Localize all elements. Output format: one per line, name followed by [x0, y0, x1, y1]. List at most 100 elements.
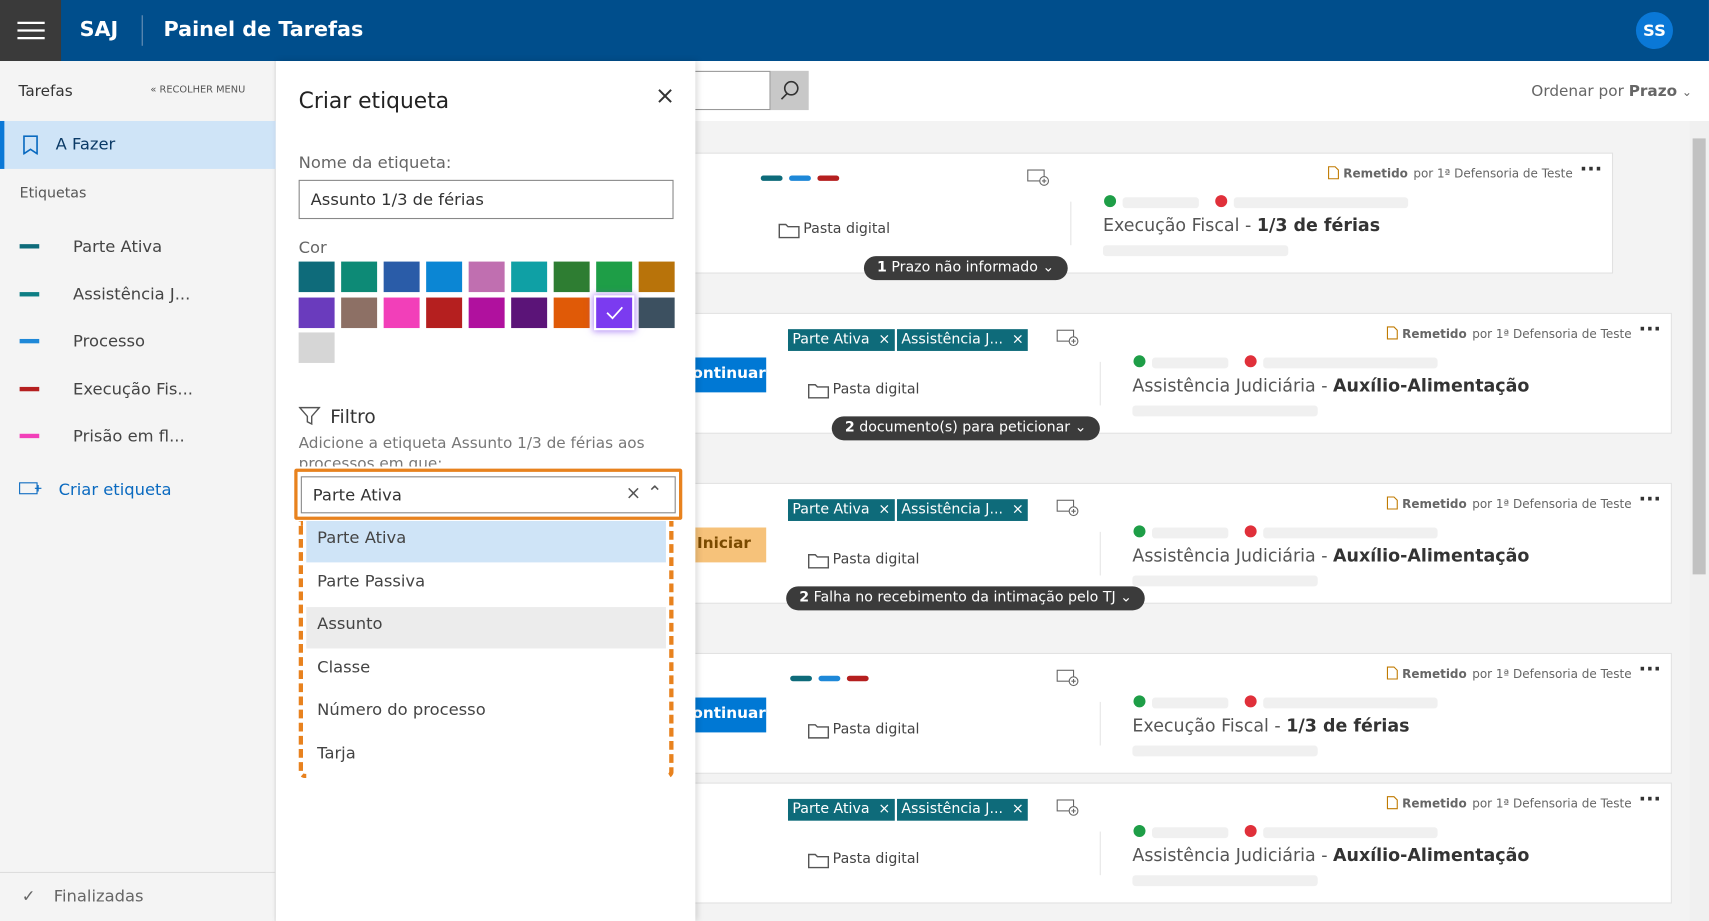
color-swatch[interactable]	[553, 296, 590, 328]
minus-dot	[1244, 695, 1257, 708]
scrollbar[interactable]	[1689, 120, 1709, 921]
color-swatch[interactable]	[426, 261, 463, 293]
task-card[interactable]: Continuar Parte Ativa × Assistência J... ×…	[610, 312, 1672, 434]
tag-remove[interactable]: ×	[878, 331, 891, 348]
label-item[interactable]: Parte Ativa	[0, 225, 276, 269]
divider	[1099, 531, 1101, 576]
color-swatch[interactable]	[383, 296, 420, 328]
doc-icon	[1386, 496, 1398, 510]
tag-remove[interactable]: ×	[1011, 331, 1024, 348]
close-button[interactable]: ×	[655, 82, 676, 111]
tag[interactable]: Assistência J... ×	[896, 329, 1029, 351]
clear-button[interactable]: × ⌃	[625, 482, 663, 505]
blur	[1263, 527, 1438, 539]
active-item[interactable]: A Fazer	[0, 120, 276, 169]
tag-remove[interactable]: ×	[1011, 501, 1024, 518]
filter-select[interactable]: Parte Ativa	[300, 476, 676, 514]
pill[interactable]: 1 Prazo não informado ⌄	[863, 256, 1068, 281]
label-item[interactable]: Assistência J...	[0, 272, 276, 316]
add-icon[interactable]	[1056, 799, 1080, 816]
color-swatch[interactable]	[468, 296, 505, 328]
more-button[interactable]: ···	[1638, 658, 1662, 682]
pill[interactable]: 2 Falha no recebimento da intimação pelo…	[786, 586, 1146, 611]
more-button[interactable]: ···	[1638, 318, 1662, 342]
status-text: Remetido	[1402, 667, 1467, 682]
option[interactable]: Tarja	[306, 736, 666, 778]
add-icon[interactable]	[1056, 669, 1080, 687]
add-icon[interactable]	[1056, 329, 1080, 347]
more-button[interactable]: ···	[1638, 787, 1662, 811]
color-swatch[interactable]	[426, 296, 463, 328]
sort[interactable]: Ordenar por Prazo ⌄	[1531, 82, 1692, 101]
color-swatch[interactable]	[341, 261, 378, 293]
collapse-menu[interactable]: « RECOLHER MENU	[150, 85, 246, 96]
task-card[interactable]: Pasta digital Execução Fiscal - 1/3 de fé…	[580, 152, 1614, 274]
tag-text: Assistência J...	[901, 801, 1003, 818]
option[interactable]: Parte Passiva	[306, 564, 666, 606]
tag-remove[interactable]: ×	[1011, 801, 1024, 818]
tag[interactable]: Parte Ativa ×	[787, 329, 895, 351]
color-swatch[interactable]	[596, 261, 633, 293]
tag-remove[interactable]: ×	[878, 801, 891, 818]
more-button[interactable]: ···	[1579, 158, 1603, 181]
tag-text: Assistência J...	[901, 501, 1003, 518]
task-card[interactable]: Iniciar Parte Ativa × Assistência J... × Pa…	[610, 482, 1672, 604]
color-swatch[interactable]	[383, 261, 420, 293]
color-swatch[interactable]	[511, 261, 548, 293]
tag[interactable]: Assistência J... ×	[896, 798, 1029, 821]
color-swatch[interactable]	[298, 261, 335, 293]
create-label[interactable]: Criar etiqueta	[19, 480, 171, 499]
color-swatch[interactable]	[638, 261, 675, 293]
color-swatch[interactable]	[596, 296, 633, 328]
option[interactable]: Classe	[306, 650, 666, 692]
create-panel: Criar etiqueta × Nome da etiqueta: Assun…	[275, 61, 696, 921]
color-swatch[interactable]	[298, 332, 335, 363]
tag-remove[interactable]: ×	[878, 501, 891, 518]
color-swatch[interactable]	[341, 296, 378, 328]
folder-link[interactable]: Pasta digital	[832, 381, 920, 398]
label-name: Prisão em fl...	[73, 426, 185, 446]
doc-icon	[1327, 166, 1339, 180]
subject-main: Execução Fiscal	[1132, 714, 1269, 736]
add-icon[interactable]	[1056, 499, 1080, 517]
option[interactable]: Número do processo	[306, 693, 666, 735]
pill[interactable]: 2 documento(s) para peticionar ⌄	[831, 416, 1100, 441]
option[interactable]: Parte Ativa	[306, 520, 666, 563]
name-input[interactable]: Assunto 1/3 de férias	[298, 179, 674, 220]
label-item[interactable]: Processo	[0, 319, 276, 363]
tag[interactable]: Parte Ativa ×	[787, 499, 895, 521]
subject-detail: Auxílio-Alimentação	[1333, 544, 1530, 566]
blur	[1152, 527, 1229, 539]
divider	[1099, 361, 1101, 406]
blur	[1263, 697, 1438, 709]
tag[interactable]: Parte Ativa ×	[787, 798, 895, 821]
blur	[1152, 827, 1229, 839]
label-name: Execução Fis...	[73, 378, 194, 399]
more-button[interactable]: ···	[1638, 488, 1662, 512]
label-item[interactable]: Execução Fis...	[0, 367, 276, 411]
task-card[interactable]: Parte Ativa × Assistência J... × Pasta dig…	[610, 782, 1672, 904]
folder-link[interactable]: Pasta digital	[832, 551, 920, 568]
folder-link[interactable]: Pasta digital	[832, 851, 920, 868]
color-swatch[interactable]	[638, 296, 675, 328]
task-card[interactable]: Continuar Pasta digital Execução Fiscal - …	[610, 652, 1672, 774]
doc-icon	[1386, 666, 1398, 680]
folder-link[interactable]: Pasta digital	[832, 721, 920, 738]
folder-link[interactable]: Pasta digital	[803, 221, 891, 238]
color-swatch[interactable]	[468, 261, 505, 293]
label-item[interactable]: Prisão em fl...	[0, 414, 276, 458]
avatar[interactable]: SS	[1635, 11, 1673, 50]
panel-title: Criar etiqueta	[298, 87, 450, 114]
color-swatch[interactable]	[553, 261, 590, 293]
option[interactable]: Assunto	[306, 607, 666, 649]
menu-button[interactable]	[0, 0, 62, 62]
color-swatch[interactable]	[511, 296, 548, 328]
scroll-thumb[interactable]	[1692, 138, 1706, 575]
search-button[interactable]	[770, 70, 809, 111]
pill-text: Falha no recebimento da intimação pelo T…	[813, 589, 1116, 606]
color-swatch[interactable]	[298, 296, 335, 328]
add-icon[interactable]	[1027, 169, 1051, 186]
finished[interactable]: ✓ Finalizadas	[21, 886, 144, 906]
tag[interactable]: Assistência J... ×	[896, 499, 1029, 521]
